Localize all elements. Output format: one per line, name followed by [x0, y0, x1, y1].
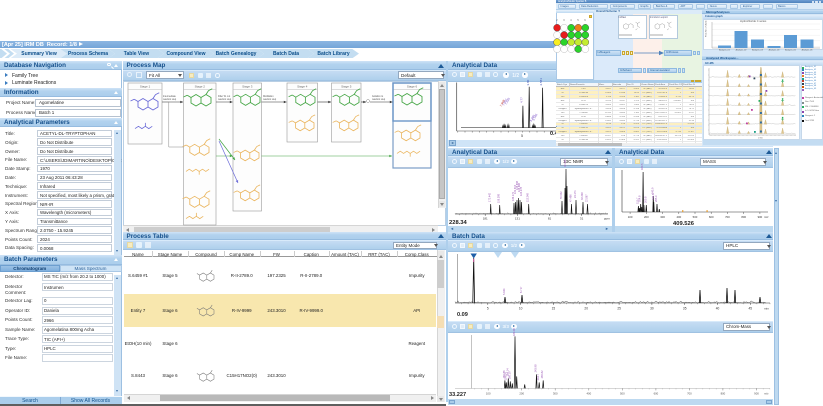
svg-text:Stage 5: Stage 5	[341, 85, 352, 89]
svg-text:2.581: 2.581	[539, 78, 543, 86]
svg-text:200: 200	[519, 391, 524, 395]
svg-text:128.898: 128.898	[516, 180, 519, 190]
svg-text:Stage 3: Stage 3	[242, 85, 253, 89]
svg-text:30: 30	[650, 306, 654, 310]
svg-text:Stage 4: Stage 4	[297, 85, 308, 89]
svg-text:243.98: 243.98	[534, 364, 538, 372]
svg-text:180.96: 180.96	[512, 328, 516, 336]
svg-text:154.04: 154.04	[503, 372, 507, 380]
svg-text:Stage 6: Stage 6	[407, 85, 418, 89]
svg-text:700: 700	[687, 391, 692, 395]
svg-text:33.348: 33.348	[581, 192, 584, 200]
svg-text:Analysis_02: Analysis_02	[736, 48, 748, 51]
svg-text:22.867: 22.867	[586, 194, 589, 202]
svg-text:ppm: ppm	[604, 217, 610, 221]
svg-text:47.486: 47.486	[570, 194, 573, 202]
svg-text:15: 15	[552, 306, 556, 310]
svg-text:7.958: 7.958	[499, 99, 506, 108]
svg-text:265.3: 265.3	[654, 195, 658, 202]
svg-text:900: 900	[758, 215, 763, 219]
svg-text:35: 35	[683, 306, 687, 310]
svg-text:3.386: 3.386	[529, 114, 536, 123]
svg-text:Distillation: Distillation	[263, 95, 274, 98]
svg-text:20: 20	[584, 306, 588, 310]
svg-text:124.278: 124.278	[520, 186, 523, 196]
svg-text:160.86: 160.86	[502, 370, 506, 378]
svg-text:172.442: 172.442	[489, 192, 492, 202]
svg-text:Analysis_06: Analysis_06	[802, 48, 814, 51]
svg-text:reaction step: reaction step	[218, 98, 232, 101]
svg-text:180.5: 180.5	[640, 163, 644, 170]
svg-text:800: 800	[741, 215, 746, 219]
svg-text:200.8: 200.8	[643, 196, 647, 203]
svg-text:3.146: 3.146	[531, 113, 538, 122]
svg-text:181: 181	[483, 217, 488, 221]
svg-text:800: 800	[721, 391, 726, 395]
svg-text:600: 600	[654, 391, 659, 395]
svg-text:500: 500	[620, 391, 625, 395]
svg-text:40: 40	[716, 306, 720, 310]
svg-text:131: 131	[515, 217, 520, 221]
svg-text:81: 81	[548, 217, 552, 221]
svg-text:244.7: 244.7	[536, 373, 540, 380]
svg-text:3.80: 3.80	[526, 79, 530, 85]
svg-text:Analysis_03: Analysis_03	[752, 48, 764, 51]
svg-text:Filter W. cut: Filter W. cut	[218, 95, 230, 98]
svg-text:55.932: 55.932	[560, 191, 563, 199]
svg-text:Stage 1: Stage 1	[140, 85, 151, 89]
svg-text:45: 45	[749, 306, 753, 310]
svg-text:164.14: 164.14	[505, 368, 509, 376]
svg-text:7.907: 7.907	[501, 98, 508, 107]
svg-text:131.913: 131.913	[514, 184, 517, 194]
svg-text:400: 400	[586, 391, 591, 395]
svg-text:5: 5	[487, 306, 489, 310]
svg-text:100: 100	[486, 391, 491, 395]
svg-text:25: 25	[617, 306, 621, 310]
svg-text:113.348: 113.348	[527, 193, 530, 202]
svg-text:Intermediate: Intermediate	[163, 95, 176, 98]
svg-text:m/z: m/z	[764, 391, 769, 395]
svg-text:4.77: 4.77	[520, 97, 524, 103]
svg-text:Peak Res (% Amt): Peak Res (% Amt)	[704, 20, 707, 37]
svg-text:164.8: 164.8	[638, 195, 642, 202]
svg-text:m/z: m/z	[764, 215, 769, 219]
svg-text:Analysis_04: Analysis_04	[769, 48, 781, 51]
svg-text:6.717: 6.717	[519, 285, 523, 292]
svg-text:1 Min: 1 Min	[758, 137, 763, 139]
svg-text:265.82: 265.82	[540, 370, 544, 378]
svg-text:300: 300	[553, 391, 558, 395]
svg-text:reaction step: reaction step	[372, 98, 386, 101]
svg-text:700: 700	[725, 215, 730, 219]
svg-text:reaction step: reaction step	[163, 98, 177, 101]
svg-text:900: 900	[754, 391, 759, 395]
svg-text:200: 200	[644, 215, 649, 219]
svg-text:158.398: 158.398	[498, 193, 501, 203]
svg-text:500: 500	[693, 215, 698, 219]
svg-text:600: 600	[709, 215, 714, 219]
svg-text:128.886: 128.886	[518, 182, 521, 192]
svg-text:Analysis_01: Analysis_01	[719, 48, 731, 51]
svg-text:40.886: 40.886	[564, 159, 567, 167]
svg-text:136.172: 136.172	[512, 191, 515, 201]
svg-text:5: 5	[521, 134, 523, 138]
svg-text:min: min	[764, 306, 769, 310]
svg-text:5.944: 5.944	[502, 287, 506, 294]
svg-text:150.7: 150.7	[635, 197, 639, 204]
svg-text:Stage 2: Stage 2	[195, 85, 206, 89]
svg-text:Analysis_05: Analysis_05	[785, 48, 797, 51]
svg-text:reaction step: reaction step	[263, 98, 277, 101]
svg-text:243.9: 243.9	[650, 187, 654, 194]
svg-text:24.171: 24.171	[574, 190, 577, 198]
svg-text:31: 31	[580, 217, 584, 221]
svg-text:100: 100	[628, 215, 633, 219]
svg-text:166.10: 166.10	[507, 371, 511, 379]
svg-text:Isolation to: Isolation to	[372, 95, 384, 98]
svg-text:7.235: 7.235	[504, 97, 511, 106]
svg-text:400: 400	[676, 215, 681, 219]
svg-text:300: 300	[660, 215, 665, 219]
svg-text:10: 10	[519, 306, 523, 310]
svg-text:244.8: 244.8	[651, 193, 655, 200]
